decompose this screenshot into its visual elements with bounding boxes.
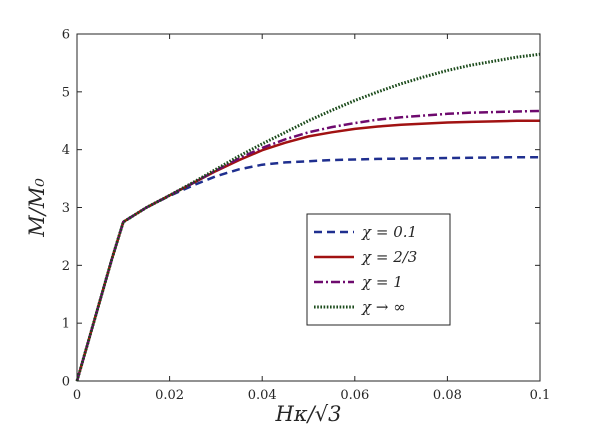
y-tick-label: 2 — [62, 259, 70, 274]
legend-label-3: χ = 1 — [361, 273, 403, 291]
y-tick-label: 0 — [62, 375, 70, 390]
y-axis-label: M/M₀ — [25, 178, 49, 238]
series-line-2 — [75, 119, 540, 382]
x-tick-label: 0.02 — [155, 388, 184, 403]
y-tick-label: 6 — [62, 28, 70, 43]
labels-layer: 0 0.02 0.04 0.06 0.08 0.1 0 1 2 3 4 5 6 Hκ/√3 M/M₀ — [25, 28, 550, 427]
x-tick-label: 0.04 — [248, 388, 277, 403]
legend-label-4: χ → ∞ — [361, 298, 406, 316]
y-tick-label: 3 — [62, 201, 70, 216]
y-tick-label: 4 — [62, 143, 70, 158]
x-tick-label: 0 — [73, 388, 81, 403]
x-axis-label: Hκ/√3 — [275, 402, 342, 426]
y-tick-label: 5 — [62, 85, 70, 100]
series-line-4 — [75, 52, 541, 382]
x-tick-label: 0.08 — [433, 388, 462, 403]
series-line-1 — [75, 155, 540, 382]
legend: χ = 0.1 χ = 2/3 χ = 1 χ → ∞ — [306, 213, 451, 326]
x-tick-label: 0.06 — [340, 388, 369, 403]
y-tick-label: 1 — [62, 317, 70, 332]
legend-label-1: χ = 0.1 — [361, 223, 417, 241]
legend-label-2: χ = 2/3 — [361, 248, 417, 266]
axes-layer — [76, 33, 541, 382]
x-tick-label: 0.1 — [530, 388, 551, 403]
series-line-3 — [75, 109, 541, 382]
series-layer — [75, 52, 541, 382]
